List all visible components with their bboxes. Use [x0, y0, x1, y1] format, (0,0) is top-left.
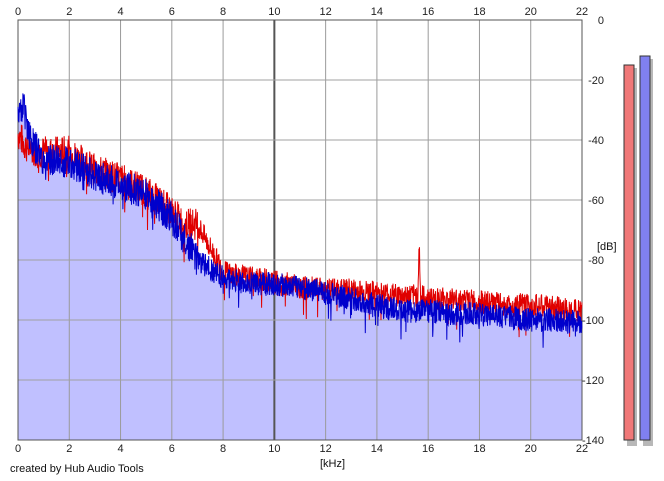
- y-axis-label: [dB]: [597, 241, 617, 253]
- x-tick-label-top: 14: [371, 6, 383, 18]
- level-meter-bar: [639, 55, 651, 441]
- series-layer: [17, 93, 583, 348]
- x-tick-label-top: 4: [117, 6, 123, 18]
- y-tick-label: -140: [582, 435, 604, 447]
- plot-border: [17, 19, 583, 441]
- y-tick-label: -120: [582, 375, 604, 387]
- level-meter-layer: [623, 55, 653, 446]
- credit-text: created by Hub Audio Tools: [10, 463, 144, 475]
- spectrum-fill-layer: [18, 93, 582, 441]
- x-tick-label-top: 10: [268, 6, 280, 18]
- x-tick-label-bottom: 16: [422, 443, 434, 455]
- x-tick-label-bottom: 2: [66, 443, 72, 455]
- x-tick-label-top: 2: [66, 6, 72, 18]
- x-tick-label-bottom: 10: [268, 443, 280, 455]
- x-tick-label-bottom: 0: [15, 443, 21, 455]
- spectrum-fill-area: [18, 93, 582, 441]
- y-tick-label: -60: [588, 195, 604, 207]
- x-tick-label-top: 6: [169, 6, 175, 18]
- x-axis-label: [kHz]: [320, 458, 346, 470]
- y-tick-label: -20: [588, 75, 604, 87]
- x-tick-label-bottom: 14: [371, 443, 383, 455]
- y-tick-label: -40: [588, 135, 604, 147]
- x-tick-label-top: 16: [422, 6, 434, 18]
- x-tick-label-bottom: 20: [525, 443, 537, 455]
- x-tick-label-bottom: 6: [169, 443, 175, 455]
- level-meter-bar: [623, 64, 635, 441]
- y-tick-label: 0: [598, 15, 604, 27]
- x-tick-label-top: 12: [320, 6, 332, 18]
- y-tick-label: -100: [582, 315, 604, 327]
- y-tick-label: -80: [588, 255, 604, 267]
- x-tick-label-bottom: 12: [320, 443, 332, 455]
- series-line-1: [17, 93, 583, 348]
- x-tick-label-top: 8: [220, 6, 226, 18]
- axis-layer: 002244668810101212141416161818202022220-…: [15, 6, 604, 455]
- x-tick-label-bottom: 8: [220, 443, 226, 455]
- x-tick-label-top: 18: [473, 6, 485, 18]
- x-tick-label-bottom: 22: [576, 443, 588, 455]
- x-tick-label-top: 22: [576, 6, 588, 18]
- grid-layer: [17, 19, 583, 441]
- x-tick-label-top: 0: [15, 6, 21, 18]
- x-tick-label-bottom: 18: [473, 443, 485, 455]
- x-tick-label-bottom: 4: [117, 443, 123, 455]
- x-tick-label-top: 20: [525, 6, 537, 18]
